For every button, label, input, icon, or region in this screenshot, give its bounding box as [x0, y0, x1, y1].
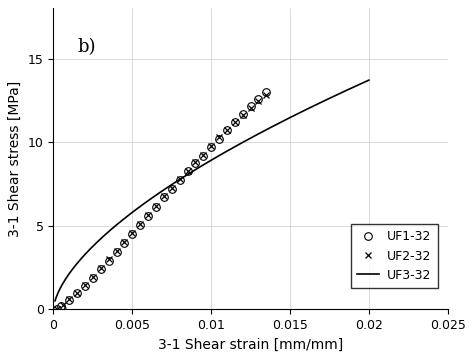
UF1-32 [240, 112, 246, 116]
UF1-32 [201, 153, 206, 158]
UF2-32 [264, 93, 269, 98]
UF1-32 [153, 204, 159, 209]
UF1-32 [224, 127, 230, 132]
UF1-32 [106, 259, 111, 263]
UF2-32 [114, 249, 119, 253]
UF2-32 [54, 306, 59, 311]
UF1-32 [58, 304, 64, 308]
UF2-32 [177, 177, 182, 181]
UF2-32 [216, 135, 222, 139]
UF1-32 [74, 291, 80, 296]
UF3-32 [366, 78, 372, 82]
UF1-32 [216, 137, 222, 141]
UF1-32 [192, 161, 198, 165]
UF1-32 [209, 145, 214, 149]
UF1-32 [177, 177, 182, 182]
Y-axis label: 3-1 Shear stress [MPa]: 3-1 Shear stress [MPa] [9, 81, 22, 237]
UF1-32 [264, 90, 269, 94]
UF1-32 [248, 104, 254, 108]
UF2-32 [137, 222, 143, 226]
UF2-32 [201, 153, 206, 157]
UF2-32 [248, 106, 254, 110]
UF1-32 [137, 223, 143, 227]
Line: UF1-32: UF1-32 [53, 88, 270, 312]
UF1-32 [90, 275, 96, 280]
UF2-32 [153, 203, 159, 208]
UF2-32 [82, 283, 88, 287]
UF2-32 [255, 99, 261, 103]
UF2-32 [74, 291, 80, 295]
UF3-32 [52, 299, 58, 303]
UF2-32 [224, 128, 230, 132]
UF1-32 [255, 96, 261, 101]
UF1-32 [232, 120, 237, 124]
UF3-32 [239, 141, 245, 145]
UF1-32 [129, 232, 135, 236]
Legend: UF1-32, UF2-32, UF3-32: UF1-32, UF2-32, UF3-32 [351, 224, 438, 288]
UF1-32 [54, 306, 59, 311]
UF1-32 [169, 187, 174, 191]
UF2-32 [129, 231, 135, 235]
UF1-32 [66, 298, 72, 302]
UF1-32 [98, 267, 104, 271]
UF3-32 [244, 138, 250, 142]
UF1-32 [185, 169, 191, 174]
UF2-32 [232, 120, 237, 124]
UF2-32 [161, 194, 167, 199]
UF3-32 [53, 296, 59, 300]
UF3-32 [317, 101, 322, 105]
UF2-32 [90, 275, 96, 279]
Line: UF3-32: UF3-32 [55, 80, 369, 301]
UF1-32 [161, 195, 167, 199]
UF2-32 [192, 160, 198, 165]
UF2-32 [185, 168, 191, 173]
UF2-32 [122, 240, 128, 245]
X-axis label: 3-1 Shear strain [mm/mm]: 3-1 Shear strain [mm/mm] [158, 338, 343, 352]
UF3-32 [238, 141, 244, 145]
UF1-32 [82, 284, 88, 288]
UF1-32 [145, 213, 151, 218]
Text: b): b) [77, 39, 96, 57]
Line: UF2-32: UF2-32 [53, 92, 270, 312]
UF2-32 [66, 297, 72, 302]
UF2-32 [209, 144, 214, 148]
UF2-32 [60, 303, 66, 307]
UF2-32 [240, 112, 246, 117]
UF1-32 [114, 249, 119, 254]
UF1-32 [122, 241, 128, 246]
UF2-32 [169, 186, 174, 190]
UF2-32 [106, 257, 111, 261]
UF2-32 [98, 265, 104, 270]
UF2-32 [145, 213, 151, 217]
UF3-32 [337, 91, 342, 96]
